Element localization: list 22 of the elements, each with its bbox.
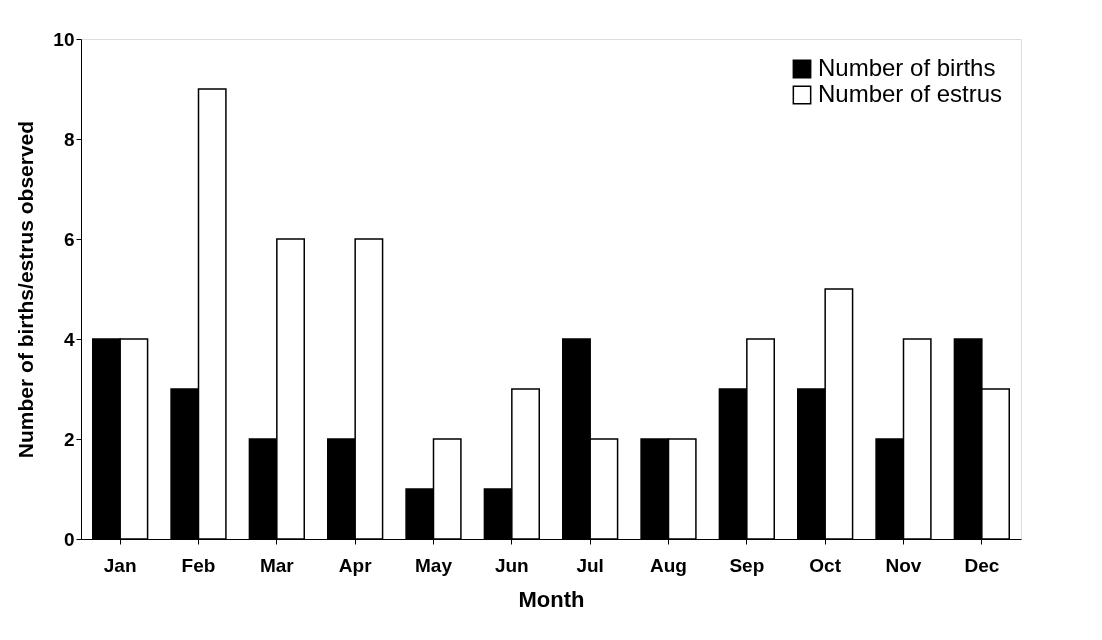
y-tick-label: 10 <box>53 28 75 50</box>
x-tick-label: Nov <box>885 554 922 576</box>
x-tick-label: Oct <box>809 554 842 576</box>
x-axis-title: Month <box>518 586 585 612</box>
y-tick-label: 2 <box>63 428 75 450</box>
y-tick-label: 0 <box>63 528 75 550</box>
x-tick-label: May <box>415 554 453 576</box>
x-tick-label: Jun <box>494 554 529 576</box>
x-tick-label: Mar <box>259 554 295 576</box>
y-tick-label: 8 <box>63 128 75 150</box>
legend-label: Number of estrus <box>818 80 1003 107</box>
x-tick-label: Apr <box>338 554 373 576</box>
x-tick-label: Jul <box>576 554 604 576</box>
x-tick-label: Sep <box>729 554 765 576</box>
x-tick-label: Dec <box>964 554 1000 576</box>
y-axis-title: Number of births/estrus observed <box>14 120 38 459</box>
y-tick-label: 6 <box>63 228 75 250</box>
x-tick-label: Feb <box>181 554 216 576</box>
y-tick-label: 4 <box>63 328 75 350</box>
x-tick-label: Jan <box>103 554 137 576</box>
x-tick-label: Aug <box>650 554 687 576</box>
legend-label: Number of births <box>818 54 996 81</box>
